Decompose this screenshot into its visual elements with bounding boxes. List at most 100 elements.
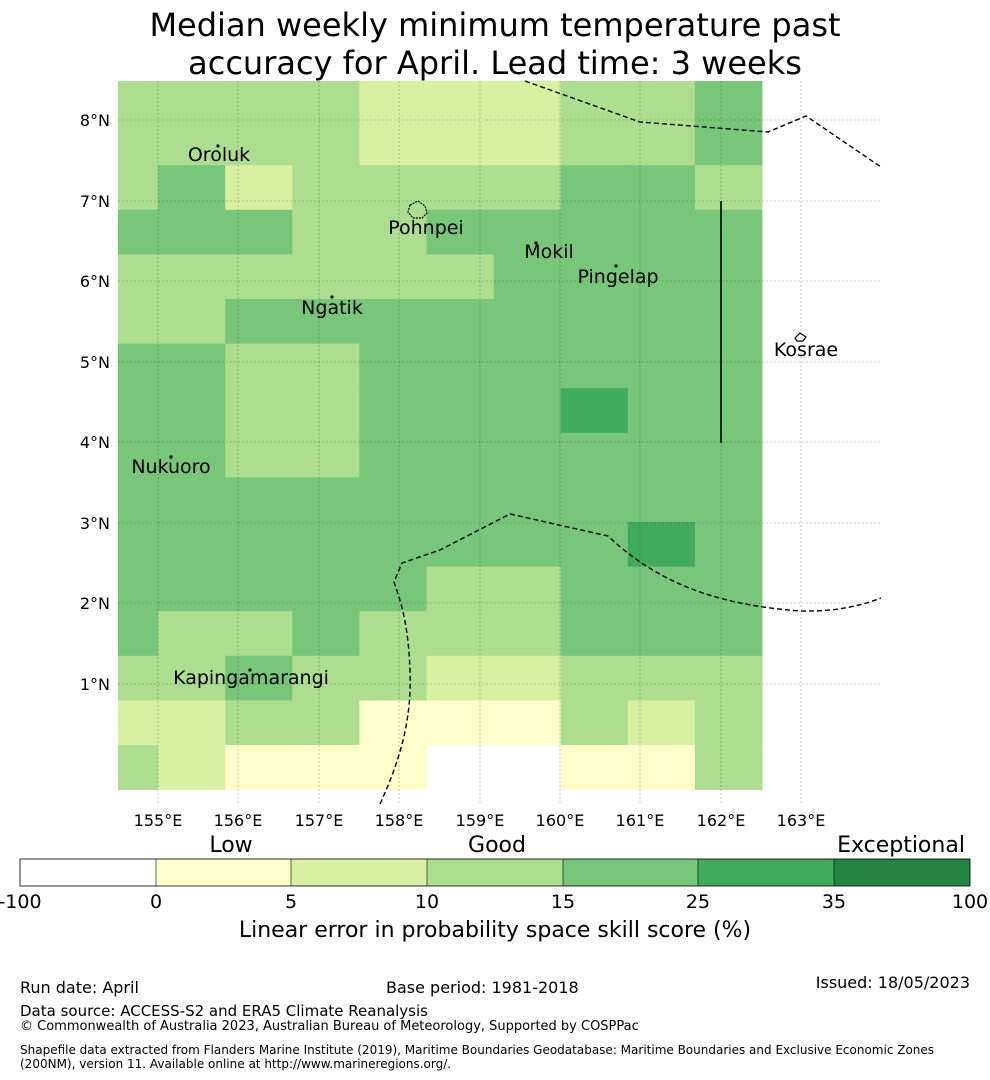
colorbar-tick-label: 15 — [551, 891, 575, 913]
grid-cell — [225, 299, 293, 344]
grid-cell — [359, 522, 427, 567]
colorbar-category-exceptional: Exceptional — [837, 833, 965, 858]
grid-cell — [560, 655, 629, 701]
colorbar-tick-label: 100 — [952, 891, 988, 913]
grid-cell — [627, 522, 696, 567]
grid-cell — [225, 165, 293, 211]
grid-cell — [694, 432, 763, 478]
grid-cell — [292, 477, 360, 523]
grid-cell — [426, 209, 494, 255]
grid-cell — [359, 655, 427, 701]
grid-cell — [225, 432, 293, 478]
grid-cell — [118, 700, 159, 746]
grid-cell — [426, 700, 494, 746]
nukuoro-marker — [169, 455, 173, 459]
lat-tick-label: 7°N — [80, 192, 110, 211]
grid-cell — [694, 700, 763, 746]
grid-cell — [560, 477, 629, 523]
grid-cell — [292, 700, 360, 746]
colorbar-tick-label: 5 — [285, 891, 297, 913]
grid-cell — [426, 432, 494, 478]
lon-tick-label: 162°E — [697, 811, 746, 830]
run-date: Run date: April — [20, 978, 139, 997]
grid-cell — [627, 432, 696, 478]
grid-cell — [493, 700, 562, 746]
colorbar-segment — [834, 859, 970, 886]
lat-tick-label: 6°N — [80, 272, 110, 291]
lat-tick-label: 8°N — [80, 111, 110, 130]
mokil-marker — [534, 241, 538, 245]
grid-cell — [118, 209, 159, 255]
grid-cell — [225, 655, 293, 701]
grid-cell — [292, 209, 360, 255]
grid-cell — [694, 254, 763, 300]
grid-cell — [560, 165, 629, 211]
grid-cell — [292, 343, 360, 389]
grid-cell — [118, 343, 159, 389]
grid-cell — [694, 566, 763, 612]
grid-cell — [560, 611, 629, 657]
place-label-mokil: Mokil — [524, 241, 574, 263]
grid-cell — [158, 611, 226, 657]
grid-cell — [426, 566, 494, 612]
grid-cell — [225, 343, 293, 389]
issued-date: Issued: 18/05/2023 — [815, 973, 970, 992]
grid-cell — [493, 209, 562, 255]
grid-cell — [426, 120, 494, 166]
grid-cell — [158, 700, 226, 746]
grid-cell — [225, 477, 293, 523]
colorbar-category-low: Low — [209, 833, 252, 858]
graticule — [118, 81, 881, 804]
grid-cell — [118, 477, 159, 523]
grid-cell — [426, 745, 494, 790]
grid-cell — [359, 566, 427, 612]
grid-cell — [158, 522, 226, 567]
grid-cell — [158, 655, 226, 701]
grid-cell — [694, 165, 763, 211]
grid-cell — [359, 700, 427, 746]
grid-cell — [694, 522, 763, 567]
place-label-nukuoro: Nukuoro — [131, 456, 210, 478]
grid-cell — [359, 254, 427, 300]
place-label-pohnpei: Pohnpei — [388, 217, 464, 239]
grid-cell — [225, 745, 293, 790]
grid-cell — [627, 209, 696, 255]
colorbar-segment — [563, 859, 698, 886]
colorbar-segment — [156, 859, 291, 886]
colorbar-segment — [698, 859, 834, 886]
grid-cell — [225, 209, 293, 255]
skill-grid — [118, 81, 763, 790]
grid-cell — [158, 343, 226, 389]
grid-cell — [493, 120, 562, 166]
island-outlines — [169, 144, 807, 672]
grid-cell — [627, 120, 696, 166]
grid-cell — [627, 254, 696, 300]
grid-cell — [118, 522, 159, 567]
grid-cell — [158, 81, 226, 121]
lat-tick-label: 2°N — [80, 594, 110, 613]
grid-cell — [493, 655, 562, 701]
grid-cell — [560, 388, 629, 434]
grid-cell — [493, 343, 562, 389]
lat-tick-label: 4°N — [80, 433, 110, 452]
grid-cell — [158, 254, 226, 300]
grid-cell — [426, 655, 494, 701]
lon-tick-label: 159°E — [456, 811, 505, 830]
grid-cell — [118, 254, 159, 300]
grid-cell — [158, 209, 226, 255]
data-source: Data source: ACCESS-S2 and ERA5 Climate … — [20, 1002, 428, 1020]
grid-cell — [292, 611, 360, 657]
colorbar-segment — [427, 859, 563, 886]
grid-cell — [493, 566, 562, 612]
grid-cell — [359, 299, 427, 344]
grid-cell — [359, 120, 427, 166]
grid-cell — [118, 299, 159, 344]
lon-tick-label: 160°E — [536, 811, 585, 830]
grid-cell — [225, 522, 293, 567]
grid-cell — [694, 745, 763, 790]
map-title: Median weekly minimum temperature past a… — [0, 6, 990, 82]
grid-cell — [292, 388, 360, 434]
grid-cell — [158, 388, 226, 434]
grid-cell — [292, 254, 360, 300]
grid-cell — [359, 388, 427, 434]
